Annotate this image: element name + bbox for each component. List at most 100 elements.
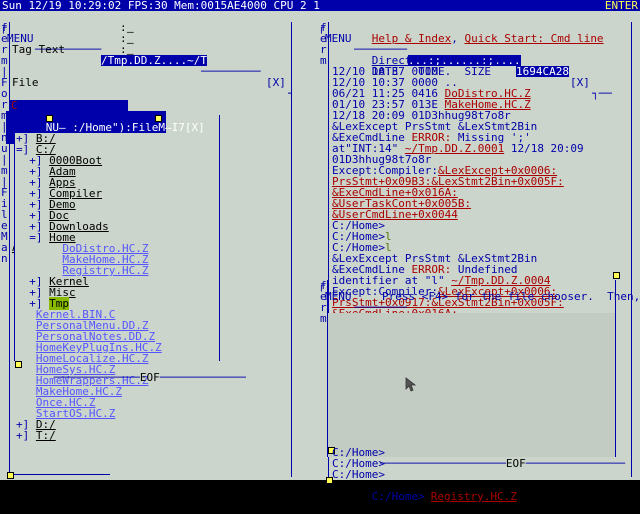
tree-row-label[interactable]: MakeHome.HC.Z [35,385,122,398]
right-window-close-button[interactable]: [X] [570,76,590,89]
directory-entries[interactable]: 12/10 10:37 0000 . 12/10 10:37 0000 .. 06/… [332,66,531,121]
directory-entry-name[interactable]: DoDistro.HC.Z [444,87,531,100]
left-window-titlebar[interactable]: ┌ MENU ────────── /Tmp.DD.Z....~/T ─────… [0,21,295,99]
right-window-menu-label[interactable]: MENU [325,32,352,45]
left-window[interactable]: ┌ MENU ────────── /Tmp.DD.Z....~/T ─────… [0,11,322,491]
tree-row-label[interactable]: HomeSys.HC.Z [35,363,116,376]
tree-row-label[interactable]: Kernel.BIN.C [35,308,116,321]
tree-row[interactable]: +] B:/ [16,133,162,144]
tree-row-label[interactable]: Compiler [49,187,103,200]
right-window-bottom-grip[interactable] [326,477,333,484]
tree-row[interactable]: PersonalNotes.DD.Z [16,331,162,342]
tree-row-label[interactable]: Tmp [49,297,69,310]
right-window-help-links[interactable]: Help & Index, Quick Start: Cmd line [371,32,604,45]
tree-row[interactable]: Once.HC.Z [16,397,162,408]
tree-row[interactable]: +] Misc [16,287,162,298]
help-index-link[interactable]: Help & Index [371,32,452,45]
directory-entry-name[interactable]: . [444,65,452,78]
tree-toggle-icon[interactable]: +] [16,297,50,310]
tree-row-label[interactable]: Home [49,231,76,244]
tree-row[interactable]: +] 0000Boot [16,155,162,166]
terminal-final-prompt-line[interactable]: C:/Home> Registry.HC.Z [371,490,517,503]
quick-start-link[interactable]: Quick Start: Cmd line [464,32,604,45]
tree-toggle-icon[interactable]: =] [16,143,36,156]
popup-menu-label[interactable]: MENU [325,290,352,303]
directory-entry-name[interactable]: .. [444,76,458,89]
tree-toggle-icon[interactable]: +] [16,275,50,288]
popup-window[interactable]: ┌ MENU ──────── ut...fOurPut.. 17162612:… [309,269,640,469]
menu-item-tag-text[interactable]: Tag Text [12,43,65,56]
filemanager-resize-grip-left[interactable] [46,115,53,122]
left-window-menu-label[interactable]: MENU [7,32,34,45]
tree-row[interactable]: +] Downloads [16,221,162,232]
right-window-titlebar[interactable]: ┌ MENU ──────── ...:;......:;.... 1694CA… [318,21,612,100]
tree-row[interactable]: PersonalMenu.DD.Z [16,320,162,331]
tree-toggle-icon[interactable]: +] [16,132,36,145]
tree-row-label[interactable]: Demo [49,198,76,211]
tree-row-label[interactable]: HomeWrappers.HC.Z [35,374,149,387]
popup-resize-grip[interactable] [613,272,620,279]
tree-row[interactable]: +] Adam [16,166,162,177]
tree-row[interactable]: Registry.HC.Z [16,265,162,276]
tree-row[interactable]: +] Demo [16,199,162,210]
tree-row[interactable]: +] Compiler [16,188,162,199]
tree-toggle-icon[interactable]: +] [16,165,50,178]
tree-row-label[interactable]: B:/ [35,132,56,145]
tree-row[interactable]: HomeWrappers.HC.Z [16,375,162,386]
tree-row-label[interactable]: Kernel [49,275,89,288]
menu-item-file[interactable]: File [12,76,39,89]
tree-row-label[interactable]: Doc [49,209,69,222]
tree-row[interactable]: +] D:/ [16,419,162,430]
tree-row-label[interactable]: MakeHome.HC.Z [62,253,149,266]
tree-panel-grip[interactable] [15,361,22,368]
tree-row[interactable]: +] T:/ [16,430,162,441]
tree-row[interactable]: MakeHome.HC.Z [16,386,162,397]
tree-toggle-icon[interactable]: +] [16,286,50,299]
tree-row-label[interactable]: PersonalNotes.DD.Z [35,330,156,343]
directory-entry-name[interactable]: MakeHome.HC.Z [444,98,531,111]
directory-entry-row[interactable]: 12/10 10:37 0000 .. [332,77,531,88]
tree-row[interactable]: StartOS.HC.Z [16,408,162,419]
tree-toggle-icon[interactable]: +] [16,187,50,200]
tree-toggle-icon[interactable]: +] [16,429,36,442]
tree-toggle-icon[interactable]: +] [16,154,50,167]
tree-toggle-icon[interactable]: +] [16,209,50,222]
tree-row-label[interactable]: StartOS.HC.Z [35,407,116,420]
popup-content-pane[interactable] [328,313,616,457]
popup-eof-grip[interactable] [328,447,335,454]
tree-row[interactable]: HomeLocalize.HC.Z [16,353,162,364]
filemanager-resize-grip-right[interactable] [155,115,162,122]
left-window-bottom-grip[interactable] [7,472,14,479]
tree-row-label[interactable]: DoDistro.HC.Z [62,242,149,255]
tree-row[interactable]: +] Kernel [16,276,162,287]
tree-row[interactable]: DoDistro.HC.Z [16,243,162,254]
tree-row-label[interactable]: Misc [49,286,76,299]
tree-row[interactable]: HomeSys.HC.Z [16,364,162,375]
tree-row[interactable]: +] Doc [16,210,162,221]
left-window-close-button[interactable]: [X] [266,76,286,89]
tree-row-label[interactable]: Downloads [49,220,109,233]
tree-row[interactable]: +] Tmp [16,297,162,310]
right-window[interactable]: ┌ MENU ──────── ...:;......:;.... 1694CA… [318,11,640,502]
tree-row[interactable]: =] Home [16,232,162,243]
tree-row-label[interactable]: HomeLocalize.HC.Z [35,352,149,365]
tree-row-label[interactable]: PersonalMenu.DD.Z [35,319,149,332]
tree-toggle-icon[interactable]: +] [16,418,36,431]
file-tree-panel[interactable]: +] B:/=] C:/ +] 0000Boot +] Adam +] Apps… [14,133,220,441]
tree-row[interactable]: Kernel.BIN.C [16,309,162,320]
file-tree-rows[interactable]: +] B:/=] C:/ +] 0000Boot +] Adam +] Apps… [16,133,162,441]
tree-row-label[interactable]: Adam [49,165,76,178]
tree-row-label[interactable]: Registry.HC.Z [62,264,149,277]
tree-row-label[interactable]: 0000Boot [49,154,103,167]
tree-toggle-icon[interactable]: +] [16,176,50,189]
tree-row-label[interactable]: Once.HC.Z [35,396,96,409]
tree-row[interactable]: MakeHome.HC.Z [16,254,162,265]
tree-row-label[interactable]: D:/ [35,418,56,431]
directory-entry-row[interactable]: 12/18 20:09 01D3hhug98t7o8r [332,110,531,121]
tree-toggle-icon[interactable]: +] [16,220,50,233]
tree-row-label[interactable]: Apps [49,176,76,189]
popup-window-titlebar[interactable]: ┌ MENU ──────── ut...fOurPut.. 17162612:… [309,269,631,357]
tree-toggle-icon[interactable]: +] [16,198,50,211]
tree-row[interactable]: HomeKeyPlugIns.HC.Z [16,342,162,353]
tree-row-label[interactable]: HomeKeyPlugIns.HC.Z [35,341,162,354]
